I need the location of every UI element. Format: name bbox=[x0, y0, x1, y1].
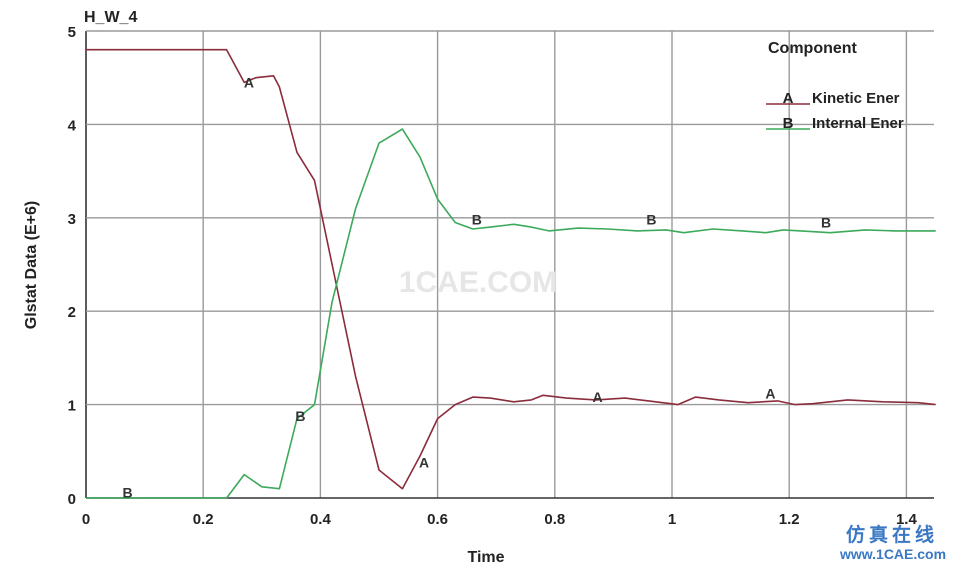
site-badge: 仿真在线 www.1CAE.com bbox=[839, 523, 946, 562]
point-label-a: A bbox=[419, 455, 429, 471]
x-tick-label: 1.2 bbox=[779, 511, 800, 528]
point-label-b: B bbox=[821, 214, 831, 230]
point-label-b: B bbox=[646, 212, 656, 228]
site-badge-url: www.1CAE.com bbox=[839, 546, 946, 562]
y-tick-label: 1 bbox=[68, 398, 76, 415]
legend-marker: B bbox=[783, 115, 794, 132]
site-badge-cn: 仿真在线 bbox=[846, 523, 938, 546]
point-label-a: A bbox=[593, 389, 603, 405]
y-tick-label: 4 bbox=[68, 117, 77, 134]
x-tick-label: 1.4 bbox=[896, 511, 918, 528]
point-label-a: A bbox=[765, 385, 775, 401]
y-tick-label: 3 bbox=[68, 211, 76, 228]
point-label-a: A bbox=[244, 74, 254, 90]
x-tick-label: 0.2 bbox=[193, 511, 214, 528]
legend-entry: A Kinetic Ener bbox=[766, 90, 900, 107]
tick-labels: 0 0.2 0.4 0.6 0.8 1 1.2 1.4 0 1 2 3 4 5 bbox=[68, 24, 918, 528]
watermark: 1CAE.COM bbox=[399, 266, 557, 299]
x-tick-label: 1 bbox=[668, 511, 676, 528]
point-label-b: B bbox=[123, 484, 133, 500]
point-label-b: B bbox=[295, 408, 305, 424]
chart-title: H_W_4 bbox=[84, 9, 137, 26]
series-layer bbox=[86, 48, 936, 499]
x-tick-label: 0.8 bbox=[544, 511, 565, 528]
x-axis-title: Time bbox=[467, 549, 504, 563]
y-axis-title: Glstat Data (E+6) bbox=[23, 201, 40, 329]
x-tick-label: 0.4 bbox=[310, 511, 332, 528]
x-tick-label: 0.6 bbox=[427, 511, 448, 528]
series-a-line bbox=[86, 48, 936, 490]
x-tick-label: 0 bbox=[82, 511, 90, 528]
legend-marker: A bbox=[783, 90, 794, 107]
legend-title: Component bbox=[768, 40, 858, 57]
series-b-line bbox=[86, 128, 936, 499]
legend-label: Internal Ener bbox=[812, 115, 904, 132]
legend: Component A Kinetic Ener B Internal Ener bbox=[766, 40, 904, 132]
y-tick-label: 0 bbox=[68, 491, 76, 508]
legend-label: Kinetic Ener bbox=[812, 90, 900, 107]
y-tick-label: 2 bbox=[68, 304, 76, 321]
point-label-b: B bbox=[472, 212, 482, 228]
y-tick-label: 5 bbox=[68, 24, 76, 41]
legend-entry: B Internal Ener bbox=[766, 115, 904, 132]
grid bbox=[85, 30, 934, 499]
